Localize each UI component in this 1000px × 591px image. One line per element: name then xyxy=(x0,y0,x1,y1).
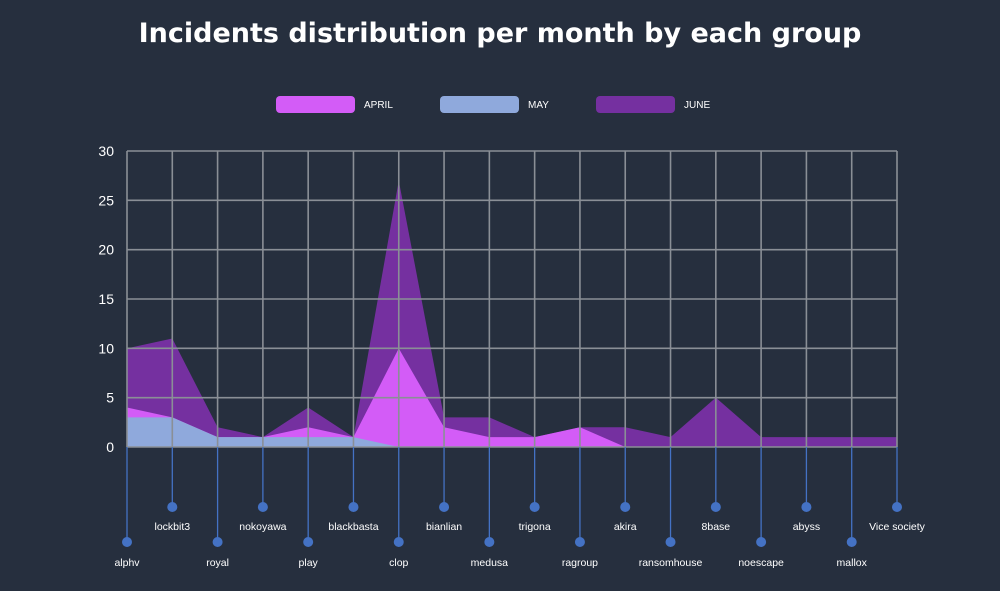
x-category-label: royal xyxy=(206,557,229,569)
x-category-label: noescape xyxy=(738,557,784,569)
x-category-label: abyss xyxy=(793,521,820,533)
y-tick-label: 5 xyxy=(106,390,114,406)
x-category-label: blackbasta xyxy=(328,521,378,533)
category-marker xyxy=(303,537,314,547)
y-tick-label: 20 xyxy=(98,242,114,258)
category-marker xyxy=(257,502,268,512)
category-marker xyxy=(846,537,857,547)
y-tick-label: 10 xyxy=(98,340,114,356)
area-may xyxy=(127,417,897,447)
legend-swatch-june xyxy=(596,96,675,113)
x-category-label: lockbit3 xyxy=(154,521,190,533)
x-category-label: mallox xyxy=(837,557,868,569)
x-category-label: ragroup xyxy=(562,557,598,569)
y-tick-label: 15 xyxy=(98,291,114,307)
category-marker xyxy=(801,502,812,512)
category-marker xyxy=(122,537,132,547)
x-category-label: alphv xyxy=(114,557,140,569)
y-tick-label: 30 xyxy=(98,143,114,159)
chart-title: Incidents distribution per month by each… xyxy=(138,18,862,49)
x-category-label: bianlian xyxy=(426,521,462,533)
y-tick-label: 0 xyxy=(106,439,114,455)
category-marker xyxy=(212,537,223,547)
x-category-label: clop xyxy=(389,557,408,569)
legend-label-may: MAY xyxy=(528,100,549,111)
category-marker xyxy=(665,537,676,547)
category-marker xyxy=(710,502,721,512)
legend-swatch-april xyxy=(276,96,355,113)
category-marker xyxy=(484,537,495,547)
category-marker xyxy=(892,502,902,512)
x-category-label: nokoyawa xyxy=(239,521,286,533)
x-category-label: akira xyxy=(614,521,637,533)
category-marker xyxy=(620,502,631,512)
y-tick-label: 25 xyxy=(98,192,114,208)
x-category-label: Vice society xyxy=(869,521,926,533)
x-category-label: 8base xyxy=(702,521,731,533)
category-marker xyxy=(574,537,585,547)
area-june xyxy=(127,180,897,447)
category-marker xyxy=(756,537,767,547)
x-category-label: play xyxy=(299,557,319,569)
legend-label-june: JUNE xyxy=(684,100,710,111)
category-marker xyxy=(167,502,178,512)
legend-label-april: APRIL xyxy=(364,100,393,111)
x-category-label: ransomhouse xyxy=(639,557,703,569)
x-category-label: medusa xyxy=(471,557,509,569)
category-marker xyxy=(529,502,540,512)
category-marker xyxy=(348,502,359,512)
category-marker xyxy=(393,537,404,547)
x-category-label: trigona xyxy=(519,521,551,533)
category-marker xyxy=(439,502,450,512)
legend-swatch-may xyxy=(440,96,519,113)
